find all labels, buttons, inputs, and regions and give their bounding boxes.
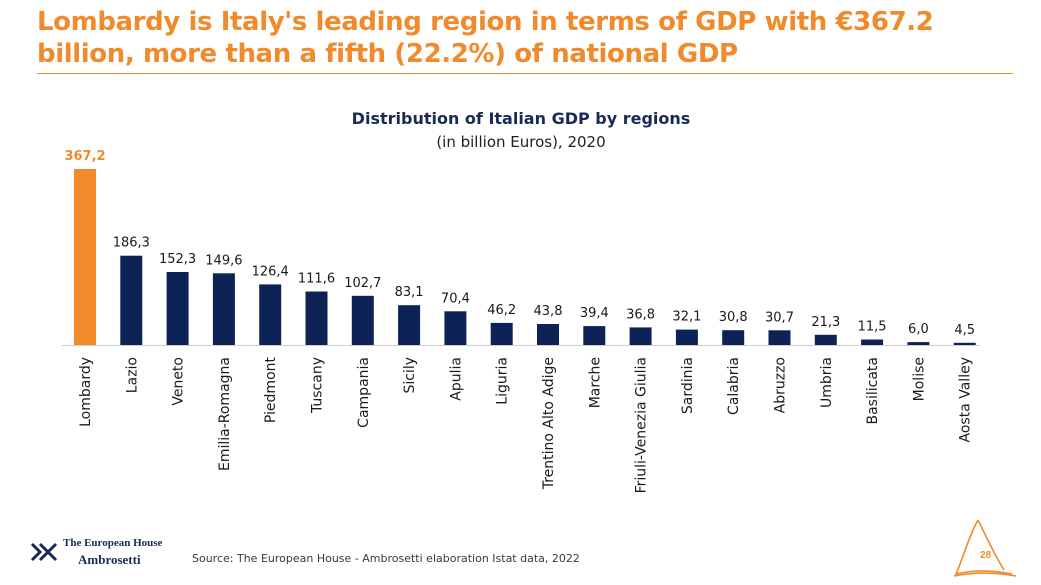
bar-piedmont [259,284,282,345]
bar-basilicata [861,339,884,345]
bar-friuli-venezia-giulia [629,327,652,345]
gdp-bar-chart: Distribution of Italian GDP by regions (… [62,109,980,493]
category-label-abruzzo: Abruzzo [773,357,789,413]
category-label-calabria: Calabria [726,357,742,415]
category-label-basilicata: Basilicata [865,357,881,425]
headline-divider [37,73,1013,74]
bar-sardinia [675,329,698,345]
bar-abruzzo [768,330,791,345]
category-label-lombardy: Lombardy [78,357,94,427]
value-label-veneto: 152,3 [159,252,196,267]
category-label-friuli-venezia-giulia: Friuli-Venezia Giulia [634,357,650,493]
page-number: 28 [980,550,992,561]
source-note: Source: The European House - Ambrosetti … [192,552,580,565]
sail-icon [953,519,1017,577]
value-label-calabria: 30,8 [719,310,748,325]
category-label-piedmont: Piedmont [263,356,279,423]
bars-group [74,169,976,345]
category-label-apulia: Apulia [448,357,464,401]
logo-text-line2: Ambrosetti [78,552,141,567]
value-labels-group: 367,2 186,3 152,3 149,6 126,4 111,6 102,7 83,1 7… [64,149,975,338]
category-label-emilia-romagna: Emilia-Romagna [217,357,233,471]
category-label-molise: Molise [911,357,927,401]
category-label-sardinia: Sardinia [680,357,696,414]
value-label-trentino-alto-adige: 43,8 [534,304,563,319]
category-label-umbria: Umbria [819,357,835,408]
value-label-campania: 102,7 [344,276,381,291]
bar-umbria [814,334,837,345]
value-label-piedmont: 126,4 [252,264,289,279]
category-label-sicily: Sicily [402,357,418,394]
category-labels-group: Lombardy Lazio Veneto Emilia-Romagna Piedmon… [78,356,974,493]
value-label-liguria: 46,2 [487,303,516,318]
slide-headline: Lombardy is Italy's leading region in te… [37,7,934,69]
bar-molise [907,342,930,345]
ambrosetti-logo-icon [30,542,58,562]
value-label-lazio: 186,3 [113,236,150,251]
bar-calabria [722,330,745,345]
bar-sicily [398,305,421,345]
bar-emilia-romagna [212,273,235,345]
bar-marche [583,326,606,345]
value-label-tuscany: 111,6 [298,272,335,287]
value-label-molise: 6,0 [908,322,929,337]
category-label-tuscany: Tuscany [310,357,326,414]
category-label-veneto: Veneto [171,357,187,406]
value-label-sicily: 83,1 [395,285,424,300]
value-label-aosta-valley: 4,5 [954,323,975,338]
value-label-emilia-romagna: 149,6 [205,253,242,268]
chart-title: Distribution of Italian GDP by regions [352,109,691,128]
value-label-apulia: 70,4 [441,291,470,306]
bar-aosta-valley [953,342,976,345]
category-label-trentino-alto-adige: Trentino Alto Adige [541,357,557,490]
logo-text-line1: The European House [63,537,163,549]
value-label-umbria: 21,3 [811,315,840,330]
category-label-liguria: Liguria [495,357,511,405]
bar-liguria [490,322,513,345]
bar-trentino-alto-adige [537,324,559,345]
category-label-lazio: Lazio [124,357,140,393]
value-label-basilicata: 11,5 [858,320,887,335]
ambrosetti-logo: The European House Ambrosetti [30,534,180,570]
value-label-friuli-venezia-giulia: 36,8 [626,307,655,322]
category-label-marche: Marche [587,357,603,408]
bar-veneto [166,272,189,345]
value-label-abruzzo: 30,7 [765,310,794,325]
category-label-aosta-valley: Aosta Valley [958,357,974,442]
category-label-campania: Campania [356,357,372,428]
chart-subtitle: (in billion Euros), 2020 [436,133,605,151]
bar-apulia [444,311,467,345]
bar-lazio [120,255,143,345]
bar-lombardy [74,169,96,345]
value-label-marche: 39,4 [580,306,609,321]
bar-campania [351,295,374,345]
bar-tuscany [305,291,328,345]
value-label-lombardy: 367,2 [64,149,105,164]
value-label-sardinia: 32,1 [672,310,701,325]
